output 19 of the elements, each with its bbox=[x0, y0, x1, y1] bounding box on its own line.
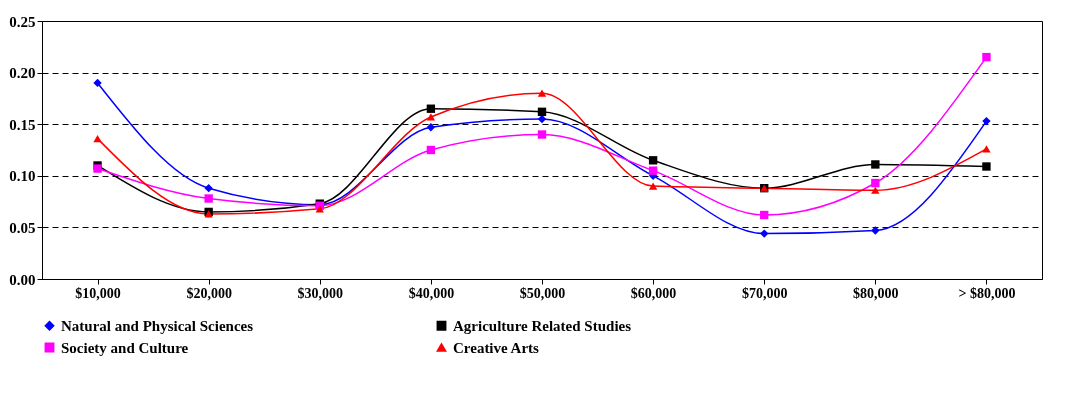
y-tick-label: 0.15 bbox=[9, 116, 36, 133]
legend-label: Creative Arts bbox=[453, 339, 540, 356]
legend-label: Agriculture Related Studies bbox=[453, 317, 632, 334]
y-tick-label: 0.25 bbox=[9, 13, 36, 30]
x-tick-label: $60,000 bbox=[630, 285, 677, 301]
x-tick-label: $80,000 bbox=[853, 285, 899, 301]
x-tick-label: $70,000 bbox=[741, 285, 788, 301]
x-tick-label: $30,000 bbox=[297, 285, 344, 301]
legend-label: Natural and Physical Sciences bbox=[61, 317, 254, 334]
y-tick-label: 0.10 bbox=[9, 168, 36, 185]
legend-label: Society and Culture bbox=[61, 339, 189, 356]
y-tick-label: 0.00 bbox=[9, 271, 36, 288]
y-tick-label: 0.20 bbox=[9, 65, 36, 82]
x-tick-label: $20,000 bbox=[186, 285, 232, 301]
x-tick-label: $10,000 bbox=[75, 285, 121, 301]
x-tick-label: $50,000 bbox=[519, 285, 566, 301]
x-tick-label: $40,000 bbox=[408, 285, 455, 301]
x-tick-label: > $80,000 bbox=[958, 285, 1016, 301]
y-tick-label: 0.05 bbox=[9, 219, 36, 236]
